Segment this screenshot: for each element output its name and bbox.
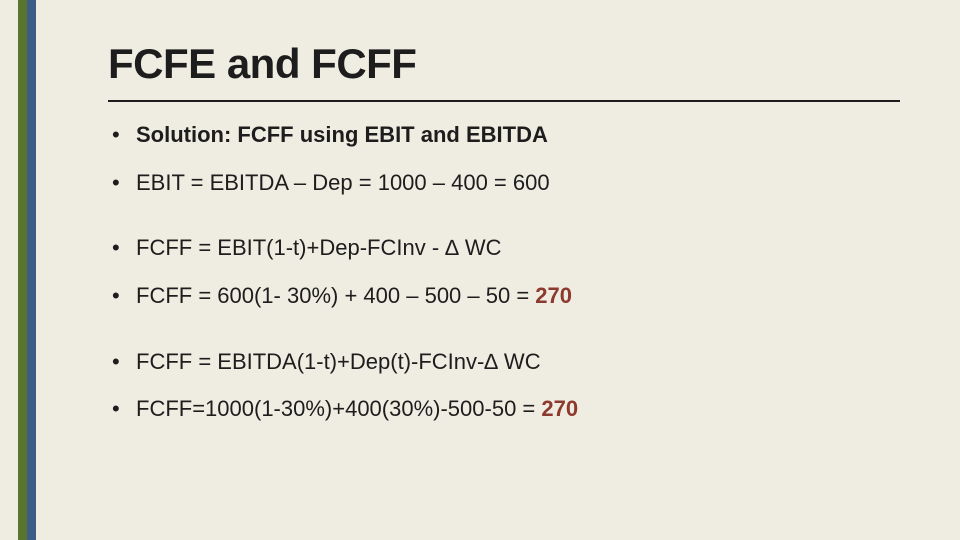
- bullet-item: Solution: FCFF using EBIT and EBITDA: [108, 120, 900, 150]
- bullet-item: FCFF = 600(1- 30%) + 400 – 500 – 50 = 27…: [108, 281, 900, 311]
- slide: FCFE and FCFF Solution: FCFF using EBIT …: [0, 0, 960, 540]
- slide-content: FCFE and FCFF Solution: FCFF using EBIT …: [108, 40, 900, 442]
- bullet-text: Solution: FCFF using EBIT and EBITDA: [136, 122, 548, 147]
- bullet-item: FCFF = EBIT(1-t)+Dep-FCInv - ∆ WC: [108, 233, 900, 263]
- bullet-list: FCFF = EBITDA(1-t)+Dep(t)-FCInv-∆ WC FCF…: [108, 347, 900, 424]
- bullet-text-pre: FCFF = 600(1- 30%) + 400 – 500 – 50 =: [136, 283, 535, 308]
- bullet-list: FCFF = EBIT(1-t)+Dep-FCInv - ∆ WC FCFF =…: [108, 233, 900, 310]
- bullet-item: FCFF = EBITDA(1-t)+Dep(t)-FCInv-∆ WC: [108, 347, 900, 377]
- bullet-result: 270: [541, 396, 578, 421]
- accent-stripe-green: [18, 0, 27, 540]
- bullet-result: 270: [535, 283, 572, 308]
- bullet-text: FCFF = EBITDA(1-t)+Dep(t)-FCInv-∆ WC: [136, 349, 541, 374]
- spacer: [108, 215, 900, 233]
- bullet-item: EBIT = EBITDA – Dep = 1000 – 400 = 600: [108, 168, 900, 198]
- spacer: [108, 329, 900, 347]
- bullet-text-pre: FCFF=1000(1-30%)+400(30%)-500-50 =: [136, 396, 541, 421]
- title-rule: [108, 100, 900, 102]
- bullet-text: EBIT = EBITDA – Dep = 1000 – 400 = 600: [136, 170, 550, 195]
- bullet-item: FCFF=1000(1-30%)+400(30%)-500-50 = 270: [108, 394, 900, 424]
- bullet-list: Solution: FCFF using EBIT and EBITDA EBI…: [108, 120, 900, 197]
- accent-stripe-blue: [27, 0, 36, 540]
- bullet-text: FCFF = EBIT(1-t)+Dep-FCInv - ∆ WC: [136, 235, 501, 260]
- slide-title: FCFE and FCFF: [108, 40, 900, 88]
